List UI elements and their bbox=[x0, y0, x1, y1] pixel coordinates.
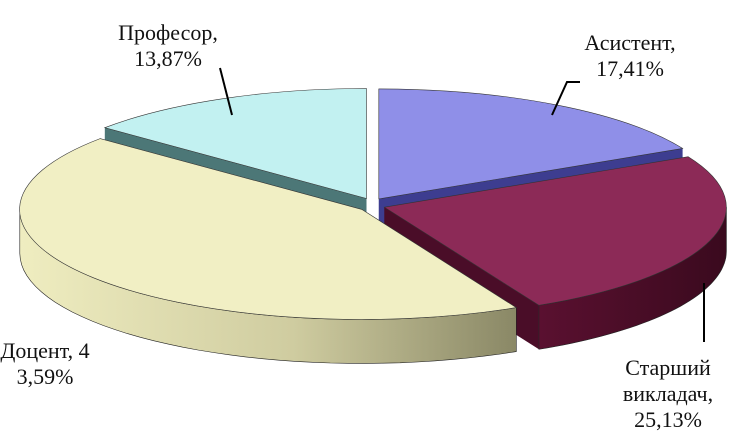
slice-label-0-line-1: 17,41% bbox=[596, 56, 664, 81]
leader-line-0 bbox=[551, 81, 580, 116]
slice-label-1-line-1: викладач, bbox=[623, 381, 713, 406]
slice-label-1-line-0: Старший bbox=[625, 355, 711, 380]
slice-label-1-line-2: 25,13% bbox=[634, 407, 702, 432]
slice-2-top bbox=[19, 138, 518, 320]
slice-label-3: Професор, 13,87% bbox=[118, 20, 218, 71]
slice-label-2-line-0: Доцент, 4 bbox=[0, 338, 89, 363]
slice-1-top bbox=[383, 156, 727, 306]
slice-label-2: Доцент, 4 3,59% bbox=[0, 338, 89, 389]
slice-label-0: Асистент, 17,41% bbox=[584, 30, 675, 81]
slice-label-3-line-0: Професор, bbox=[118, 20, 218, 45]
pie-slice-2 bbox=[19, 138, 518, 364]
leader-line-3 bbox=[219, 67, 233, 116]
slice-label-1: Старший викладач, 25,13% bbox=[623, 355, 713, 432]
slice-label-0-line-0: Асистент, bbox=[584, 30, 675, 55]
slice-label-2-line-1: 3,59% bbox=[17, 364, 74, 389]
slice-3-top bbox=[103, 88, 367, 199]
slice-label-3-line-1: 13,87% bbox=[134, 46, 202, 71]
